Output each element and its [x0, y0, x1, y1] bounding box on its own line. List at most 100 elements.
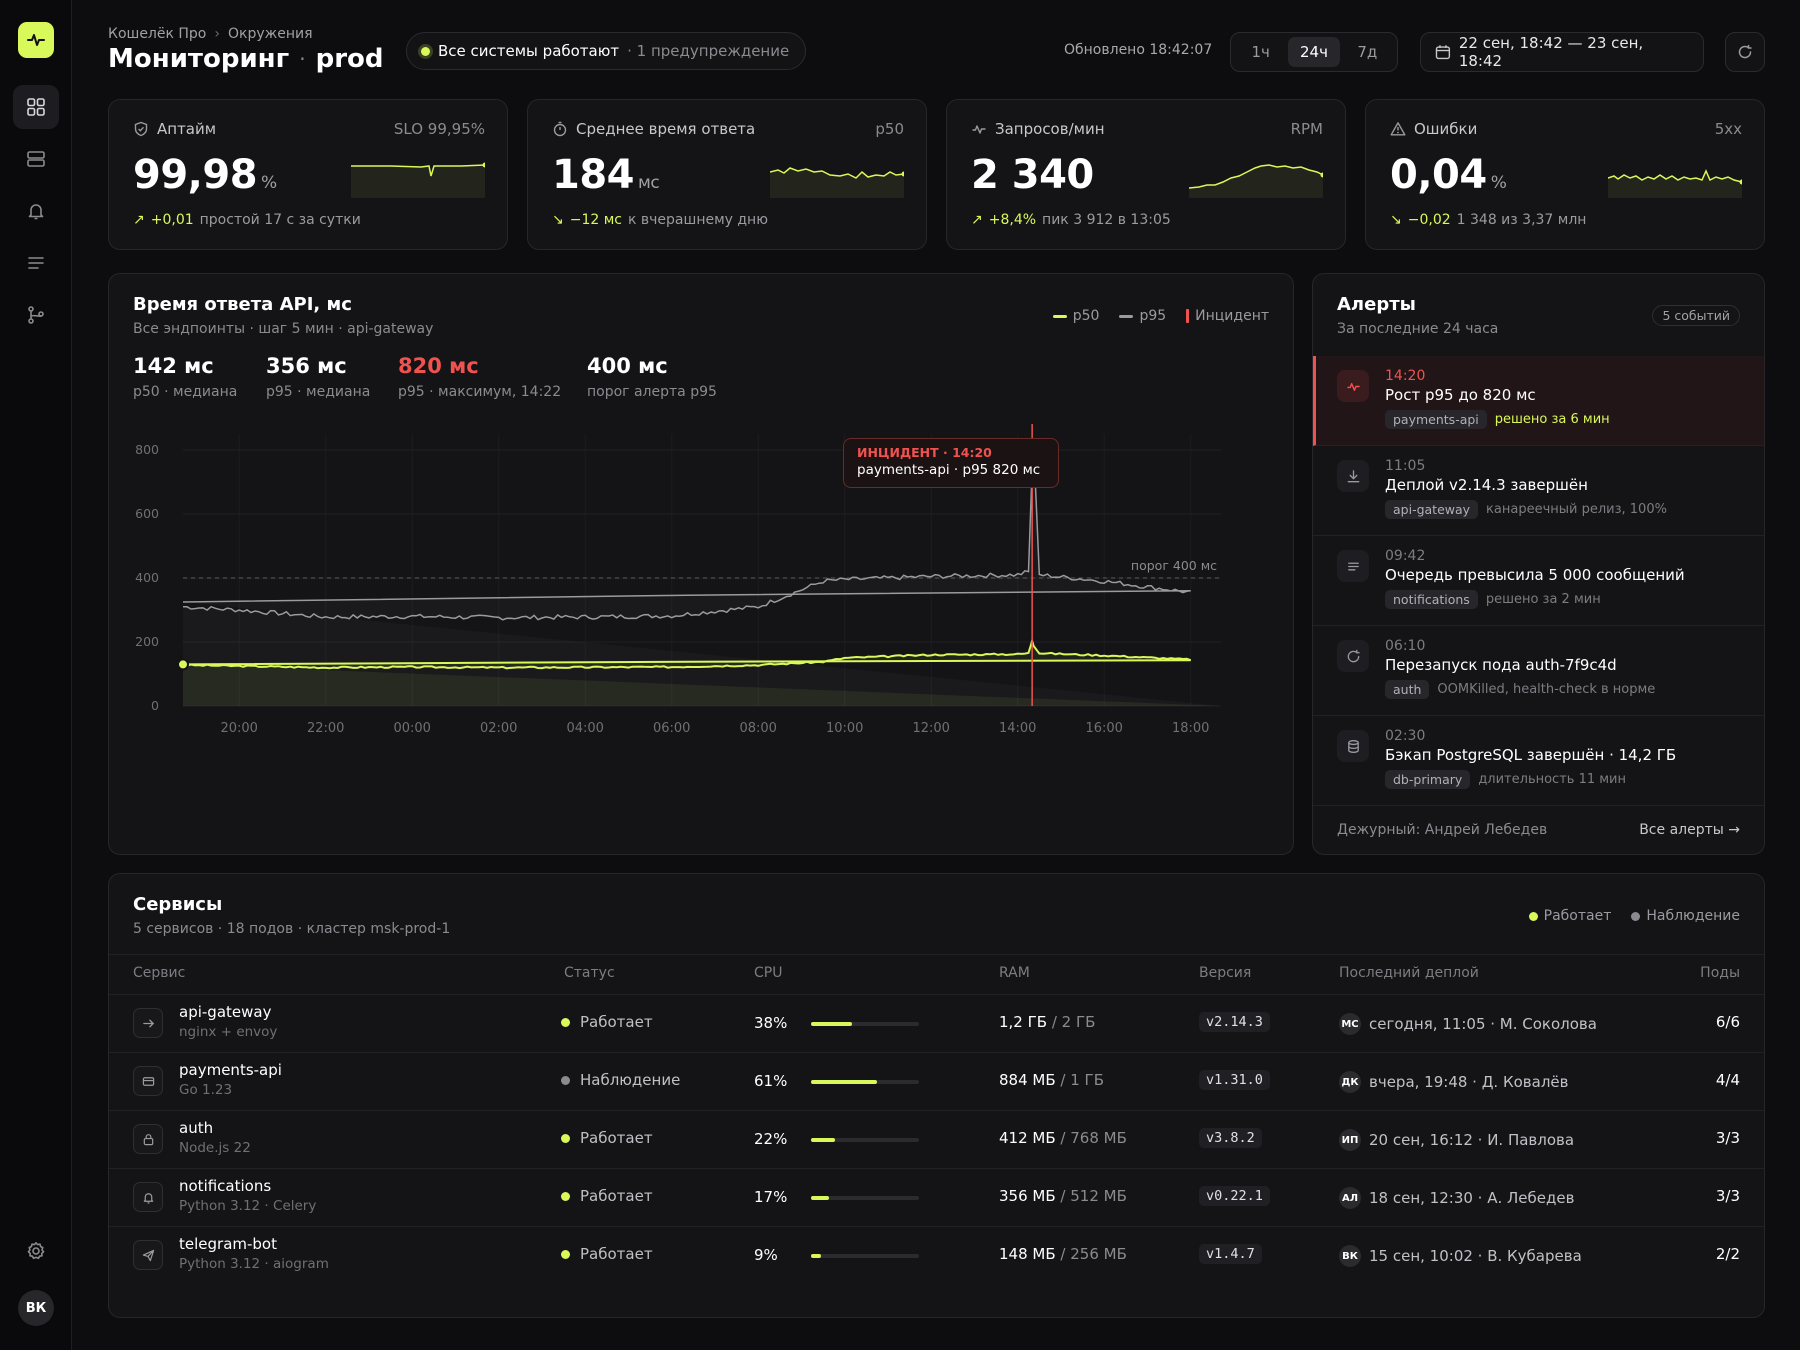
alert-tags: db-primary длительность 11 мин	[1385, 770, 1626, 789]
alert-tags: auth OOMKilled, health-check в норме	[1385, 680, 1655, 699]
alert-service-tag: db-primary	[1385, 770, 1471, 789]
gear-icon	[27, 1242, 45, 1260]
alert-time: 11:05	[1385, 458, 1426, 474]
table-row[interactable]: api-gateway nginx + envoy Работает 38% 1…	[109, 994, 1764, 1052]
kpi-badge: p50	[875, 120, 904, 138]
bell-icon	[133, 1182, 163, 1212]
range-7d[interactable]: 7д	[1357, 43, 1378, 61]
send-icon	[133, 1240, 163, 1270]
pods-count: 2/2	[1715, 1245, 1740, 1263]
nav-logs[interactable]	[13, 241, 59, 285]
col-ram[interactable]: RAM	[999, 965, 1030, 981]
x-tick-label: 20:00	[220, 721, 257, 736]
service-stack: Node.js 22	[179, 1140, 251, 1156]
threshold-label: порог 400 мс	[1131, 558, 1217, 573]
cpu-value: 22%	[754, 1130, 788, 1148]
date-range-picker[interactable]: 22 сен, 18:42 — 23 сен, 18:42	[1420, 32, 1704, 72]
legend-p95[interactable]: p95	[1119, 308, 1166, 324]
nav-alerts[interactable]	[13, 189, 59, 233]
cpu-bar	[811, 1254, 919, 1258]
services-panel: Сервисы 5 сервисов · 18 подов · кластер …	[108, 873, 1765, 1318]
col-service[interactable]: Сервис	[133, 965, 186, 981]
kpi-errors[interactable]: Ошибки 5xx 0,04% ↘ −0,02 1 348 из 3,37 млн	[1365, 99, 1765, 250]
alert-item[interactable]: 14:20 Рост p95 до 820 мс payments-api реш…	[1313, 356, 1764, 446]
kpi-note: к вчерашнему дню	[628, 212, 768, 228]
col-pods[interactable]: Поды	[1700, 965, 1740, 981]
range-1h[interactable]: 1ч	[1251, 43, 1270, 61]
app-logo[interactable]	[18, 22, 54, 58]
table-row[interactable]: auth Node.js 22 Работает 22% 412 МБ / 76…	[109, 1110, 1764, 1168]
kpi-badge: RPM	[1290, 120, 1323, 138]
title-env: prod	[315, 44, 384, 74]
y-tick-label: 400	[135, 570, 159, 585]
x-tick-label: 18:00	[1172, 721, 1209, 736]
refresh-icon	[1337, 640, 1369, 672]
alert-title: Рост p95 до 820 мс	[1385, 386, 1536, 404]
all-alerts-link[interactable]: Все алерты →	[1639, 822, 1740, 838]
last-deploy: ДК вчера, 19:48 · Д. Ковалёв	[1339, 1071, 1568, 1093]
nav-dashboard[interactable]	[13, 85, 59, 129]
sidebar: ВК	[0, 0, 72, 1350]
arrow-down-right-icon: ↘	[552, 212, 564, 228]
kpi-note: 1 348 из 3,37 млн	[1456, 212, 1587, 228]
latency-chart: 20:00 22:00 00:00 02:00 04:00 06:00 08:00 10:00…	[135, 424, 1221, 736]
y-tick-label: 600	[135, 506, 159, 521]
legend-p50[interactable]: p50	[1052, 308, 1099, 324]
col-version[interactable]: Версия	[1199, 965, 1252, 981]
nav-deploys[interactable]	[13, 293, 59, 337]
kpi-value: 0,04%	[1390, 152, 1507, 198]
table-row[interactable]: payments-api Go 1.23 Наблюдение 61% 884 …	[109, 1052, 1764, 1110]
breadcrumb-org[interactable]: Кошелёк Про	[108, 26, 207, 42]
alerts-count-badge: 5 событий	[1652, 305, 1740, 326]
alert-time: 02:30	[1385, 728, 1426, 744]
service-name: payments-api	[179, 1061, 282, 1079]
cpu-fill	[811, 1080, 877, 1084]
alert-time: 06:10	[1385, 638, 1426, 654]
kpi-badge: 5xx	[1714, 120, 1742, 138]
kpi-response-time[interactable]: Среднее время ответа p50 184 мс ↘ −12 мс к в…	[527, 99, 927, 250]
nav-servers[interactable]	[13, 137, 59, 181]
service-name: auth	[179, 1119, 214, 1137]
git-branch-icon	[28, 306, 44, 324]
col-cpu[interactable]: CPU	[754, 965, 783, 981]
legend-incident[interactable]: Инцидент	[1186, 308, 1269, 324]
arrow-right-icon	[133, 1008, 163, 1038]
ram-usage: 412 МБ / 768 МБ	[999, 1129, 1127, 1147]
rpm-sparkline	[1189, 164, 1323, 198]
list-icon	[1337, 550, 1369, 582]
range-24h[interactable]: 24ч	[1288, 37, 1340, 67]
breadcrumb-section[interactable]: Окружения	[228, 26, 313, 42]
list-icon	[28, 257, 44, 269]
col-status[interactable]: Статус	[564, 965, 615, 981]
chart-subtitle: Все эндпоинты · шаг 5 мин · api-gateway	[133, 321, 434, 337]
p95-area	[183, 443, 1221, 706]
nav-settings[interactable]	[13, 1229, 59, 1273]
download-icon	[1337, 460, 1369, 492]
table-row[interactable]: notifications Python 3.12 · Celery Работ…	[109, 1168, 1764, 1226]
deployer-avatar: ИП	[1339, 1129, 1361, 1151]
alert-item[interactable]: 09:42 Очередь превысила 5 000 сообщений …	[1313, 536, 1764, 626]
version-badge: v1.4.7	[1199, 1244, 1262, 1264]
alert-item[interactable]: 02:30 Бэкап PostgreSQL завершён · 14,2 Г…	[1313, 716, 1764, 806]
version-badge: v0.22.1	[1199, 1186, 1270, 1206]
refresh-button[interactable]	[1725, 32, 1765, 72]
kpi-uptime[interactable]: Аптайм SLO 99,95% 99,98% ↗ +0,01 простой 17…	[108, 99, 508, 250]
bell-icon	[28, 204, 44, 220]
server-icon	[27, 151, 45, 167]
service-name: notifications	[179, 1177, 272, 1195]
stopwatch-icon	[553, 121, 567, 137]
alerts-title: Алерты	[1337, 294, 1416, 315]
kpi-rpm[interactable]: Запросов/мин RPM 2 340 ↗ +8,4% пик 3 912 в …	[946, 99, 1346, 250]
tooltip-body: payments-api · p95 820 мс	[857, 462, 1041, 478]
alert-item[interactable]: 06:10 Перезапуск пода auth-7f9c4d auth OO…	[1313, 626, 1764, 716]
system-status-pill[interactable]: Все системы работают · 1 предупреждение	[406, 32, 807, 70]
x-tick-label: 08:00	[739, 721, 776, 736]
col-last-deploy[interactable]: Последний деплой	[1339, 965, 1479, 981]
deployer-avatar: ДК	[1339, 1071, 1361, 1093]
alert-item[interactable]: 11:05 Деплой v2.14.3 завершён api-gatewa…	[1313, 446, 1764, 536]
x-tick-label: 16:00	[1085, 721, 1122, 736]
ram-usage: 884 МБ / 1 ГБ	[999, 1071, 1104, 1089]
table-row[interactable]: telegram-bot Python 3.12 · aiogram Работ…	[109, 1226, 1764, 1284]
pods-count: 3/3	[1715, 1129, 1740, 1147]
user-avatar[interactable]: ВК	[18, 1290, 54, 1326]
